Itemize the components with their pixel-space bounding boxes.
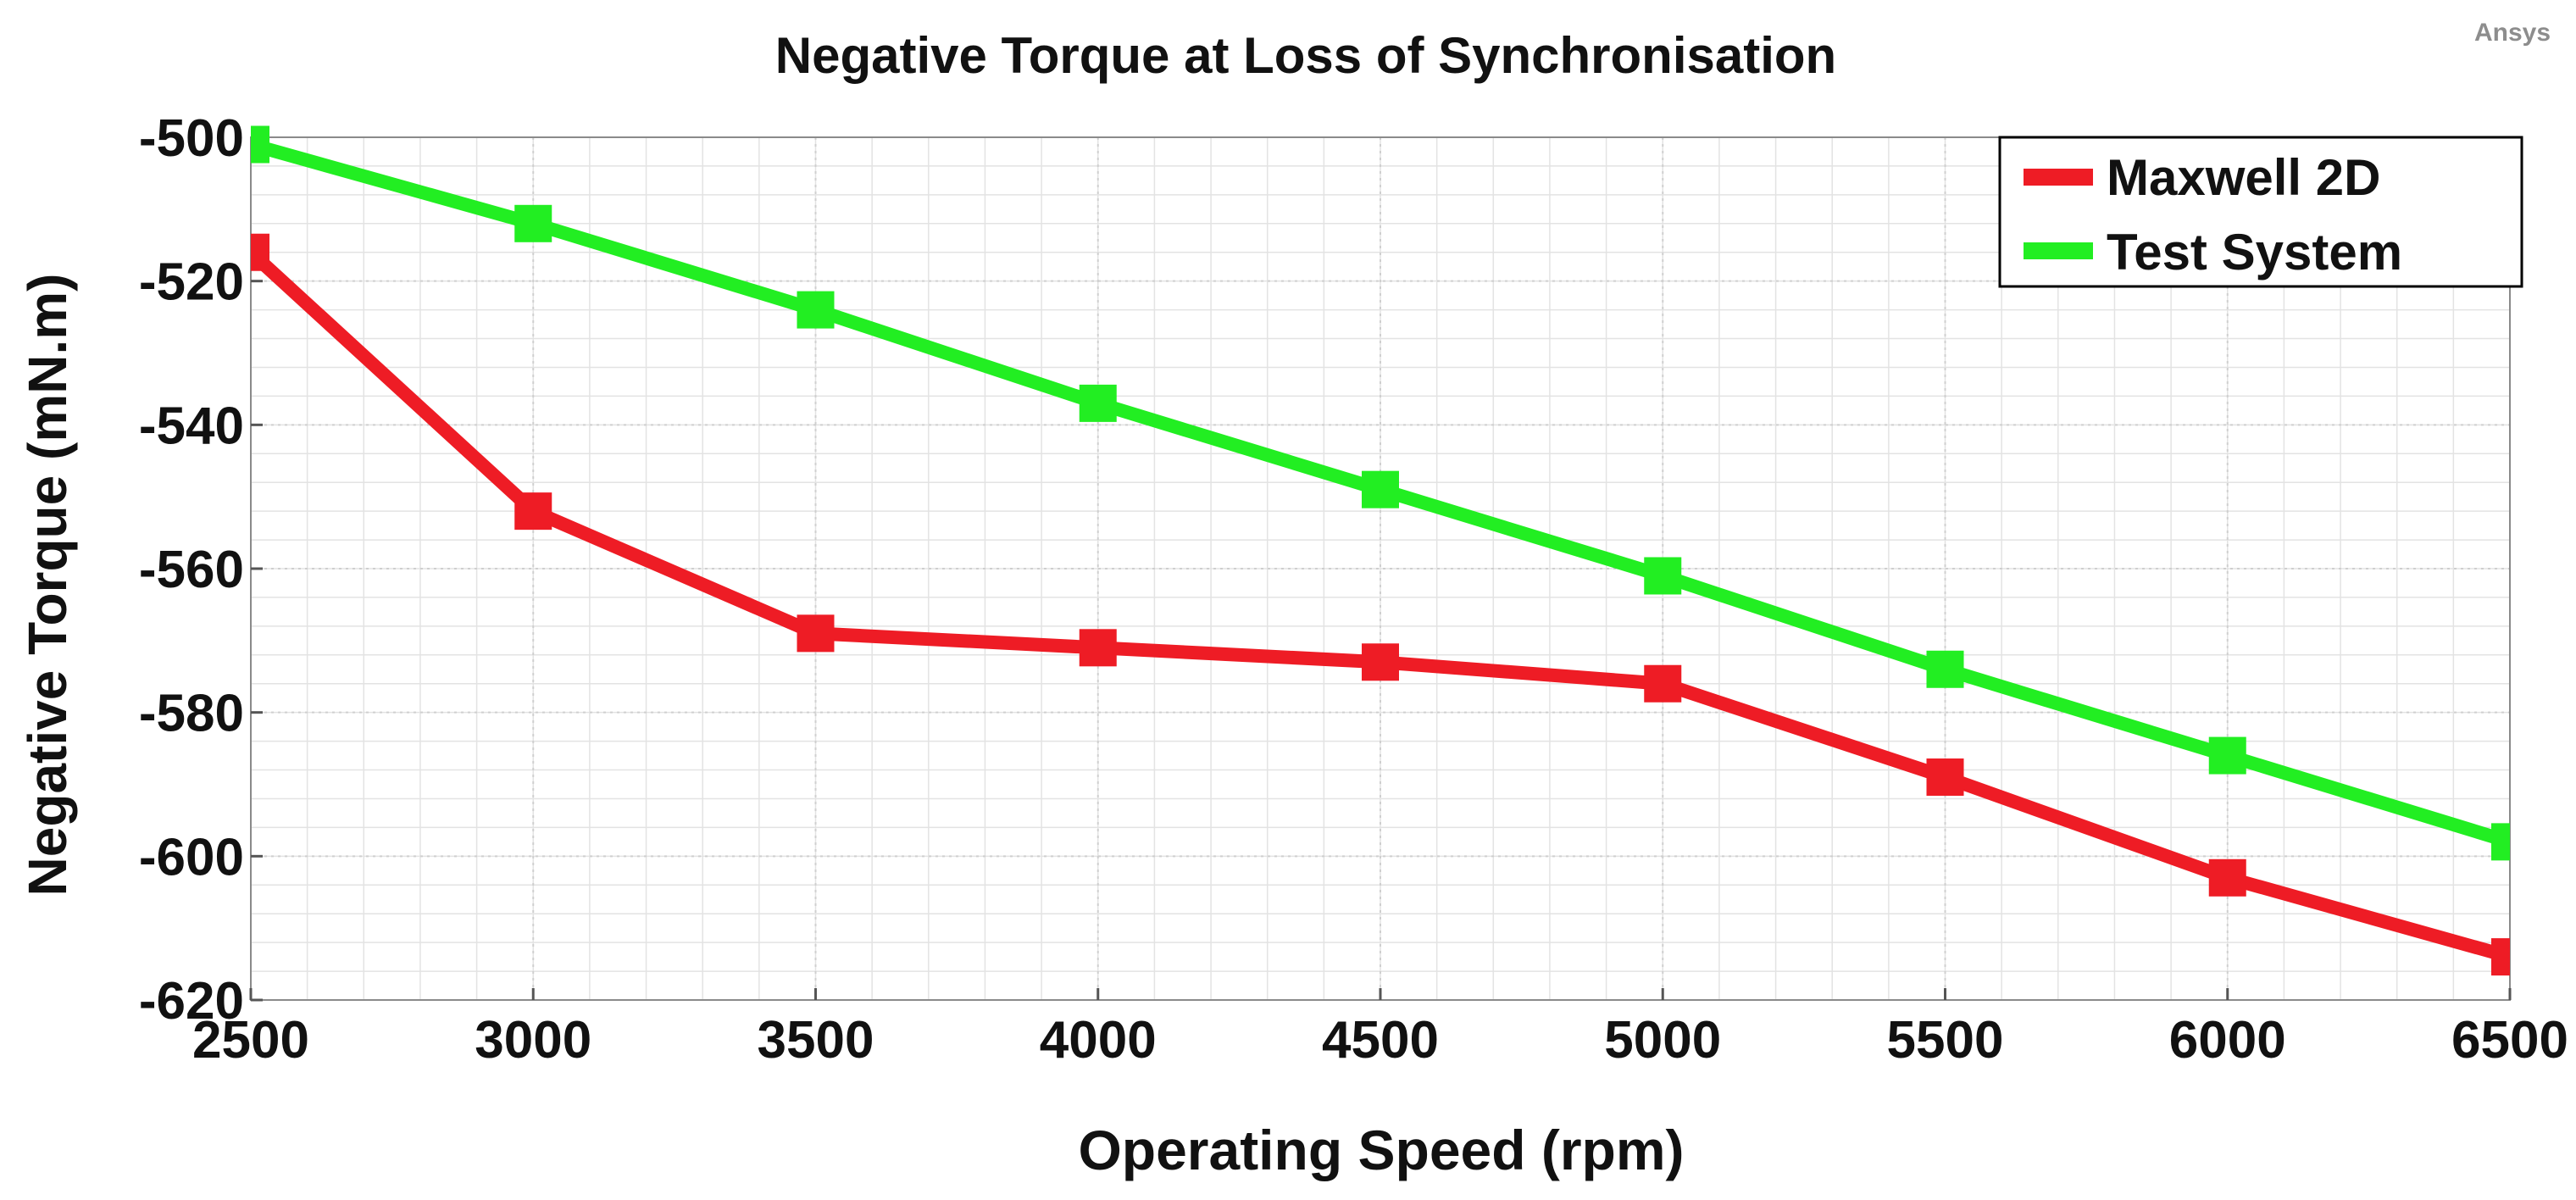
legend-item-test-system: Test System [2024,224,2402,281]
legend-label-maxwell-2d: Maxwell 2D [2107,149,2380,206]
x-axis-ticks: 2500 3000 3500 4000 4500 5000 5500 6000 6500 [192,988,2568,1069]
data-point-maxwell-2d [251,233,269,271]
data-point-maxwell-2d [1644,664,1682,703]
data-point-maxwell-2d [1362,643,1399,681]
y-tick-label: -540 [139,397,244,455]
data-point-test-system [797,291,835,329]
y-tick-label: -580 [139,685,244,743]
x-tick-label: 4000 [1040,1011,1157,1069]
y-tick-label: -600 [139,828,244,886]
x-tick-label: 3000 [475,1011,591,1069]
series-layer [251,125,2510,976]
y-tick-label: -560 [139,541,244,599]
data-point-maxwell-2d [2208,858,2246,897]
x-tick-label: 5500 [1887,1011,2004,1069]
y-tick-label: -620 [139,972,244,1031]
data-point-maxwell-2d [1926,758,1964,797]
y-tick-label: -500 [139,109,244,168]
data-point-test-system [1362,470,1399,508]
x-tick-label: 6500 [2451,1011,2568,1069]
legend: Maxwell 2D Test System [1998,136,2523,288]
data-point-test-system [1644,557,1682,595]
y-axis-ticks: -500 -520 -540 -560 -580 -600 -620 [139,109,263,1031]
data-point-test-system [1079,384,1117,422]
y-tick-label: -520 [139,253,244,312]
data-point-test-system [2208,736,2246,775]
data-point-maxwell-2d [797,614,835,653]
data-point-test-system [2491,823,2510,861]
data-point-maxwell-2d [2491,938,2510,976]
legend-box [1998,136,2523,288]
x-tick-label: 4500 [1322,1011,1439,1069]
data-point-maxwell-2d [1079,629,1117,667]
data-point-maxwell-2d [514,492,552,531]
x-tick-label: 6000 [2169,1011,2286,1069]
chart-title: Negative Torque at Loss of Synchronisati… [775,27,1836,84]
x-axis-label: Operating Speed (rpm) [1078,1119,1684,1181]
legend-label-test-system: Test System [2107,224,2402,281]
data-point-test-system [1926,650,1964,688]
data-point-test-system [251,125,269,164]
y-axis-label: Negative Torque (mN.m) [17,274,78,897]
x-tick-label: 2500 [192,1011,309,1069]
watermark-text: Ansys [2474,19,2551,47]
legend-item-maxwell-2d: Maxwell 2D [2024,149,2380,206]
data-point-test-system [514,204,552,242]
x-tick-label: 5000 [1604,1011,1721,1069]
x-tick-label: 3500 [758,1011,874,1069]
